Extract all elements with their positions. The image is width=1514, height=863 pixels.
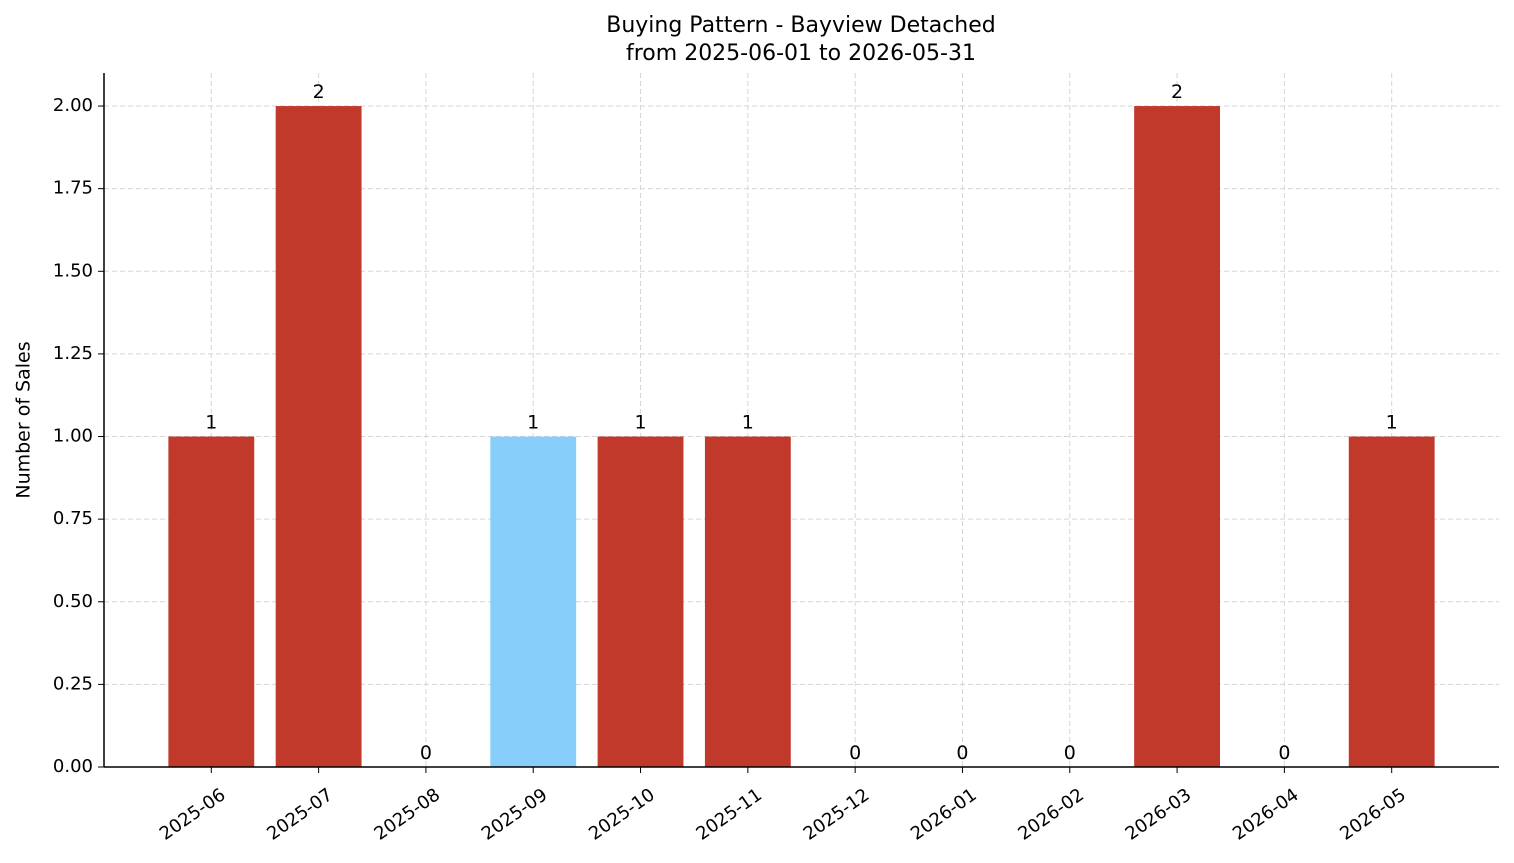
bar (704, 436, 791, 767)
bar (1348, 436, 1435, 767)
bar (275, 106, 362, 768)
y-tick-label: 1.00 (53, 426, 93, 447)
bar (490, 436, 577, 767)
x-tick-label: 2025-07 (263, 784, 337, 844)
chart-title: Buying Pattern - Bayview Detached (606, 13, 996, 38)
value-label: 2 (313, 81, 325, 103)
x-tick-label: 2025-08 (370, 784, 444, 844)
x-tick-label: 2025-12 (800, 784, 874, 844)
value-label: 0 (420, 742, 432, 764)
value-label: 1 (742, 412, 754, 434)
y-tick-label: 1.25 (53, 343, 93, 364)
y-axis-label: Number of Sales (13, 341, 35, 498)
x-tick-label: 2026-04 (1229, 784, 1303, 844)
value-label: 1 (634, 412, 646, 434)
value-label: 2 (1171, 81, 1183, 103)
x-tick-label: 2026-03 (1122, 784, 1196, 844)
bar (1134, 106, 1220, 768)
y-tick-label: 2.00 (53, 95, 93, 116)
y-tick-label: 0.75 (53, 508, 93, 529)
y-tick-label: 1.75 (53, 178, 93, 199)
x-tick-label: 2025-06 (156, 784, 230, 844)
value-label: 1 (1386, 412, 1398, 434)
value-label: 0 (849, 742, 861, 764)
x-tick-label: 2025-10 (585, 784, 659, 844)
y-tick-label: 0.50 (53, 591, 93, 612)
value-label: 0 (956, 742, 968, 764)
y-tick-label: 0.25 (53, 673, 93, 694)
y-tick-label: 0.00 (53, 756, 93, 777)
bar (168, 436, 255, 767)
value-label: 0 (1278, 742, 1290, 764)
x-tick-label: 2025-11 (692, 784, 766, 844)
value-label: 1 (527, 412, 539, 434)
x-tick-label: 2026-01 (907, 784, 981, 844)
x-tick-label: 2025-09 (478, 784, 552, 844)
value-label: 1 (205, 412, 217, 434)
bar (597, 436, 684, 767)
x-tick-label: 2026-05 (1336, 784, 1410, 844)
value-label: 0 (1064, 742, 1076, 764)
x-tick-label: 2026-02 (1014, 784, 1088, 844)
chart-subtitle: from 2025-06-01 to 2026-05-31 (626, 41, 976, 66)
y-tick-label: 1.50 (53, 260, 93, 281)
